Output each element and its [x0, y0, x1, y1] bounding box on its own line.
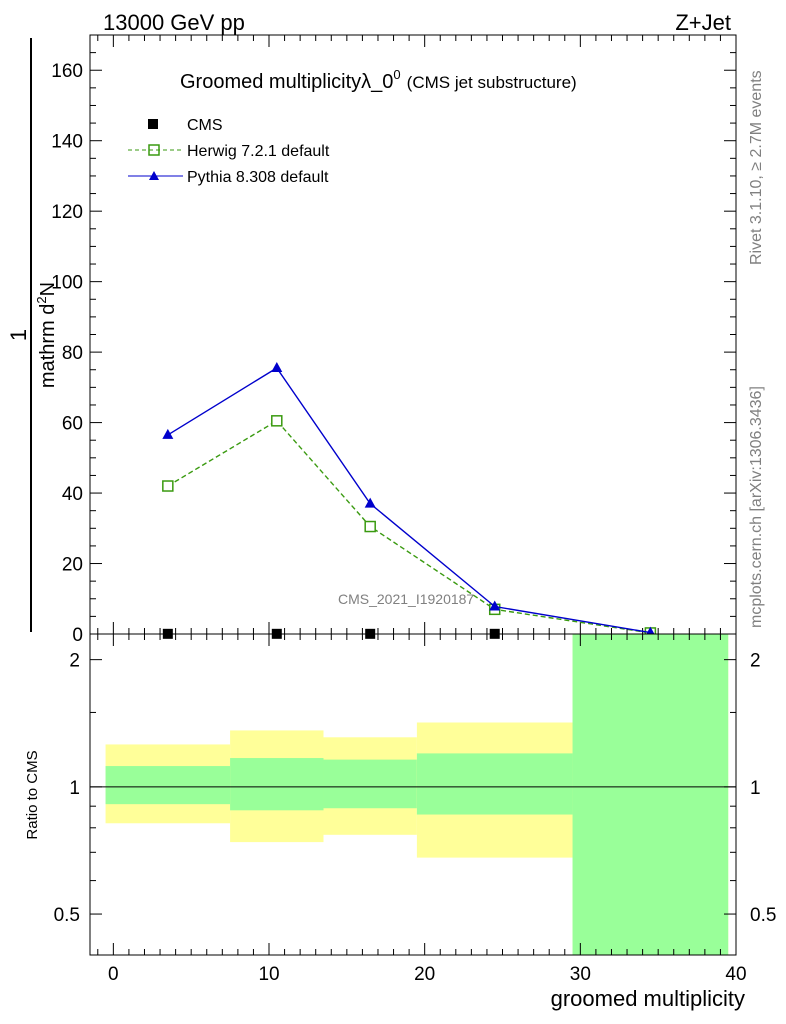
point-herwig-2 [364, 520, 376, 533]
ratio-plot-frame [89, 633, 737, 956]
xtick-label-1: 10 [258, 964, 279, 985]
rivet-label: Rivet 3.1.10, ≥ 2.7M events [748, 70, 765, 265]
point-herwig-0 [162, 480, 174, 492]
point-pythia-0 [162, 428, 174, 439]
point-herwig-1 [271, 415, 283, 427]
main-ytick-label-5: 100 [51, 273, 83, 294]
main-ytick-label-7: 140 [51, 132, 83, 153]
legend-marker-herwig [148, 144, 160, 156]
point-pythia-1 [271, 361, 283, 372]
analysis-watermark: CMS_2021_I1920187 [338, 591, 474, 607]
ratio-ytick-label-right-2: 2 [750, 651, 761, 672]
ratio-stat-band-4 [572, 634, 729, 955]
ratio-ytick-label-left-1: 1 [69, 778, 80, 799]
ratio-ytick-label-right-1: 1 [750, 778, 761, 799]
ylabel-numerator: 1 [6, 329, 31, 341]
ratio-stat-band-3 [416, 753, 573, 815]
ratio-stat-band-2 [323, 759, 417, 809]
xtick-label-0: 0 [108, 964, 119, 985]
ylabel-fraction-bar [30, 38, 32, 632]
main-ytick-label-1: 20 [62, 555, 83, 576]
xtick-label-4: 40 [725, 964, 746, 985]
x-axis-label: groomed multiplicity [551, 986, 745, 1011]
main-ytick-label-2: 40 [62, 484, 83, 505]
main-ytick-label-4: 80 [62, 343, 83, 364]
xtick-label-3: 30 [570, 964, 591, 985]
ratio-ytick-label-right-0: 0.5 [750, 905, 776, 926]
point-pythia-2 [364, 497, 376, 508]
main-ytick-label-6: 120 [51, 202, 83, 223]
legend-marker-pythia [149, 171, 159, 180]
ratio-ytick-label-left-0: 0.5 [54, 905, 80, 926]
process-label: Z+Jet [675, 10, 731, 35]
legend-label-herwig: Herwig 7.2.1 default [187, 143, 330, 160]
main-ylabel: 1 mathrm d2N [6, 38, 59, 632]
point-pythia-3 [489, 600, 501, 611]
legend-label-cms: CMS [187, 117, 223, 134]
main-ytick-label-8: 160 [51, 61, 83, 82]
legend: CMS Herwig 7.2.1 default Pythia 8.308 de… [128, 117, 330, 186]
ratio-stat-band-1 [230, 758, 324, 811]
ylabel-denominator: mathrm d2N [34, 282, 59, 388]
legend-label-pythia: Pythia 8.308 default [187, 169, 329, 186]
ratio-ylabel: Ratio to CMS [24, 750, 41, 839]
ratio-stat-band-0 [105, 766, 231, 805]
xtick-label-2: 20 [414, 964, 435, 985]
ratio-ytick-label-left-2: 2 [69, 651, 80, 672]
main-ytick-label-3: 60 [62, 414, 83, 435]
ratio-plot: 0.5 0.51 12 20 10 20 30 40 [54, 633, 776, 985]
mcplots-label: mcplots.cern.ch [arXiv:1306.3436] [748, 386, 765, 628]
energy-label: 13000 GeV pp [103, 10, 245, 35]
main-plot: 0 20 40 60 80 100 120 140 160 [51, 34, 737, 646]
main-ytick-label-0: 0 [72, 625, 83, 646]
legend-marker-cms [148, 119, 158, 129]
plot-title: Groomed multiplicityλ_00 (CMS jet substru… [180, 67, 577, 93]
